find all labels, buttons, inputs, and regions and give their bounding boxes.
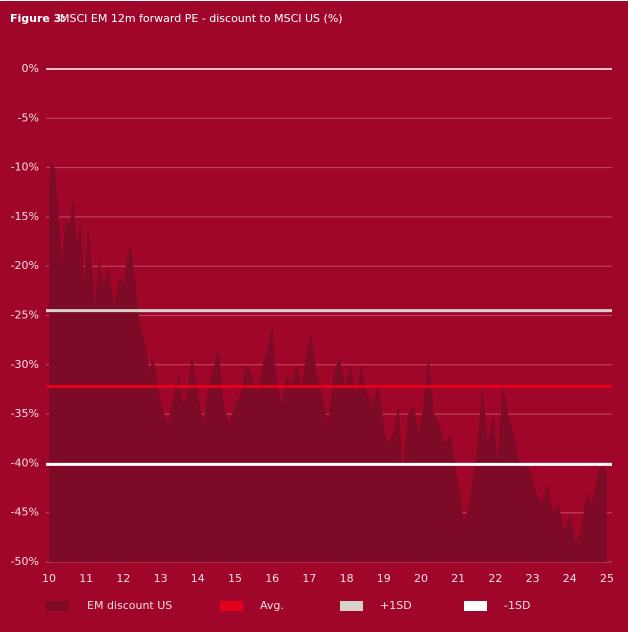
y-tick-label: -40%	[11, 456, 39, 469]
legend-label: -1SD	[504, 599, 530, 612]
x-tick-label: 22	[488, 572, 502, 585]
x-tick-label: 20	[414, 572, 428, 585]
y-tick-label: -25%	[11, 309, 39, 322]
x-tick-label: 14	[191, 572, 205, 585]
x-tick-label: 11	[79, 572, 93, 585]
chart-title: MSCI EM 12m forward PE - discount to MSC…	[60, 12, 343, 25]
x-tick-label: 24	[563, 572, 577, 585]
y-tick-label: -20%	[11, 259, 39, 272]
x-tick-label: 15	[228, 572, 242, 585]
x-tick-label: 19	[377, 572, 391, 585]
y-tick-label: -5%	[18, 111, 39, 124]
legend-swatch	[220, 601, 243, 611]
y-tick-label: -50%	[11, 555, 39, 568]
legend-label: EM discount US	[87, 599, 172, 612]
x-tick-label: 18	[340, 572, 354, 585]
area	[49, 162, 607, 563]
y-tick-label: -10%	[11, 161, 39, 174]
y-tick-label: -15%	[11, 210, 39, 223]
x-tick-label: 21	[451, 572, 465, 585]
legend-swatch	[464, 601, 487, 611]
x-tick-label: 12	[116, 572, 130, 585]
legend-swatch	[340, 601, 363, 611]
legend-label: Avg.	[260, 599, 284, 612]
x-tick-label: 16	[265, 572, 279, 585]
title-label: Figure 3:	[10, 12, 66, 25]
x-tick-label: 23	[526, 572, 540, 585]
x-tick-label: 17	[302, 572, 316, 585]
legend-swatch	[46, 601, 69, 611]
y-tick-label: -30%	[11, 358, 39, 371]
y-tick-label: -45%	[11, 506, 39, 519]
legend-label: +1SD	[380, 599, 412, 612]
x-tick-label: 25	[600, 572, 614, 585]
x-tick-label: 13	[154, 572, 168, 585]
y-tick-label: -35%	[11, 407, 39, 420]
x-tick-label: 10	[42, 572, 56, 585]
y-tick-label: 0%	[22, 62, 39, 75]
